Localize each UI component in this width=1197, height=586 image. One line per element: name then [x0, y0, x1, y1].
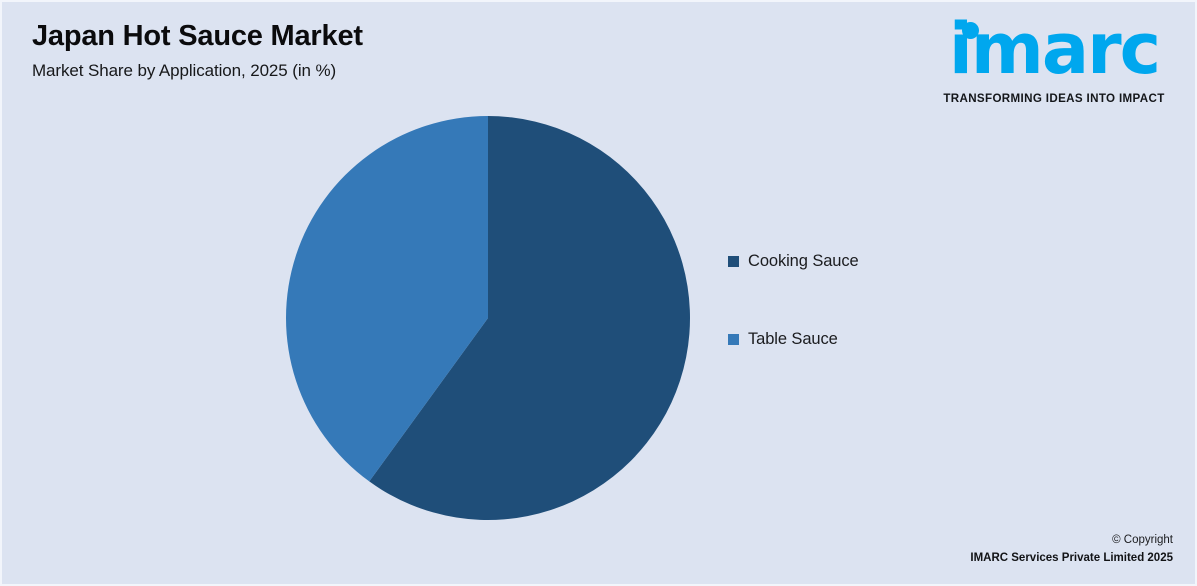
logo-wordmark-label: imarc	[948, 8, 1161, 90]
logo-tagline: TRANSFORMING IDEAS INTO IMPACT	[943, 92, 1165, 105]
legend-item-table-sauce[interactable]: Table Sauce	[728, 326, 988, 352]
legend-swatch-icon-cooking-sauce	[728, 255, 739, 267]
chart-legend: Cooking Sauce Table Sauce	[728, 248, 988, 404]
logo-dot-icon	[962, 22, 979, 39]
page-title: Japan Hot Sauce Market	[32, 20, 363, 52]
copyright-entity: IMARC Services Private Limited 2025	[970, 552, 1173, 565]
legend-item-cooking-sauce[interactable]: Cooking Sauce	[728, 248, 988, 274]
pie-chart-svg	[286, 116, 690, 520]
legend-swatch-icon-table-sauce	[728, 333, 739, 345]
title-block: Japan Hot Sauce Market Market Share by A…	[32, 20, 652, 81]
pie-slice-cooking-sauce[interactable]	[369, 116, 690, 520]
legend-label-table-sauce: Table Sauce	[748, 329, 838, 348]
pie-slices-group	[286, 116, 690, 520]
legend-label-cooking-sauce: Cooking Sauce	[748, 251, 859, 270]
pie-chart	[285, 115, 691, 521]
imarc-logo: imarc TRANSFORMING IDEAS INTO IMPACT	[931, 14, 1177, 105]
pie-slice-table-sauce[interactable]	[286, 116, 488, 482]
footer: © Copyright IMARC Services Private Limit…	[970, 532, 1173, 568]
chart-subtitle: Market Share by Application, 2025 (in %)	[32, 61, 337, 81]
copyright-text: © Copyright	[1112, 534, 1173, 547]
logo-wordmark-text: imarc	[931, 14, 1177, 90]
